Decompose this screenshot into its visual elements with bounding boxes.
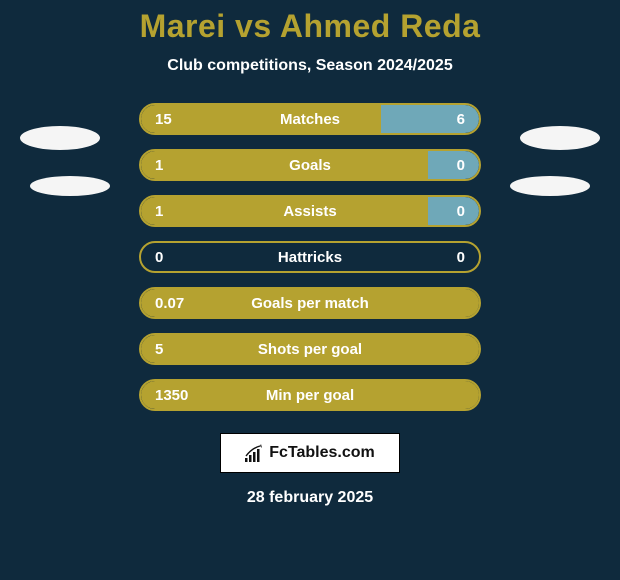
stat-label: Goals per match (141, 295, 479, 312)
fctables-icon (245, 444, 263, 462)
stat-row: 5Shots per goal (0, 333, 620, 365)
stat-bar: 5Shots per goal (139, 333, 481, 365)
page-title: Marei vs Ahmed Reda (140, 8, 481, 45)
stat-label: Matches (141, 111, 479, 128)
stats-list: 156Matches 10Goals 10Assists 00Hattricks 0.0… (0, 103, 620, 411)
fctables-logo[interactable]: FcTables.com (220, 433, 400, 473)
stat-bar: 1350Min per goal (139, 379, 481, 411)
stat-bar: 156Matches (139, 103, 481, 135)
stat-bar: 10Goals (139, 149, 481, 181)
stat-bar: 0.07Goals per match (139, 287, 481, 319)
stat-label: Min per goal (141, 387, 479, 404)
stat-label: Assists (141, 203, 479, 220)
stat-label: Hattricks (141, 249, 479, 266)
subtitle: Club competitions, Season 2024/2025 (167, 57, 452, 75)
stat-row: 10Goals (0, 149, 620, 181)
stat-row: 1350Min per goal (0, 379, 620, 411)
stat-row: 156Matches (0, 103, 620, 135)
date-label: 28 february 2025 (247, 489, 373, 507)
stat-label: Goals (141, 157, 479, 174)
stat-row: 10Assists (0, 195, 620, 227)
comparison-card: Marei vs Ahmed Reda Club competitions, S… (0, 0, 620, 580)
stat-row: 00Hattricks (0, 241, 620, 273)
stat-bar: 00Hattricks (139, 241, 481, 273)
fctables-logo-text: FcTables.com (269, 444, 375, 462)
stat-label: Shots per goal (141, 341, 479, 358)
stat-bar: 10Assists (139, 195, 481, 227)
stat-row: 0.07Goals per match (0, 287, 620, 319)
